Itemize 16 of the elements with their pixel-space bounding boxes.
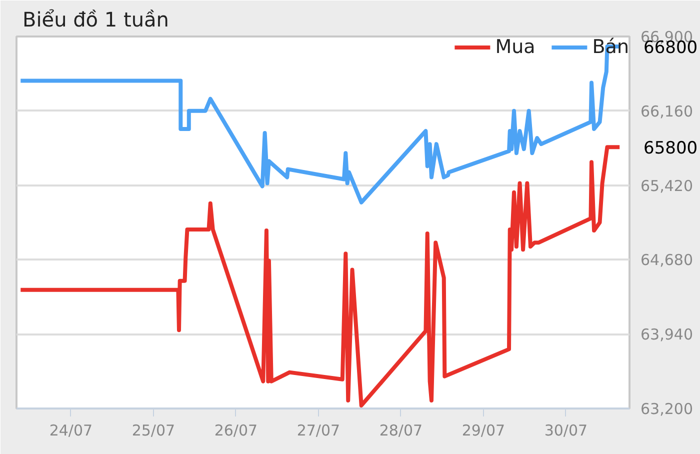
y-tick-label: 63,200	[640, 400, 693, 418]
legend-label: Mua	[495, 36, 536, 58]
legend-label: Bán	[592, 36, 629, 58]
y-tick-label: 65,420	[640, 176, 693, 195]
y-tick-label: 64,680	[640, 251, 693, 270]
x-tick-label: 26/07	[214, 422, 258, 440]
x-tick-label: 24/07	[49, 422, 93, 440]
x-tick-label: 25/07	[132, 422, 176, 440]
x-tick-label: 29/07	[462, 422, 506, 440]
y-tick-label: 66,160	[640, 102, 693, 120]
text: 65800	[644, 138, 698, 159]
x-tick-label: 30/07	[544, 422, 588, 440]
chart-title: Biểu đồ 1 tuần	[22, 8, 169, 32]
x-tick-label: 27/07	[296, 422, 340, 440]
y-tick-label: 63,940	[640, 326, 693, 344]
x-tick-label: 28/07	[379, 422, 423, 440]
